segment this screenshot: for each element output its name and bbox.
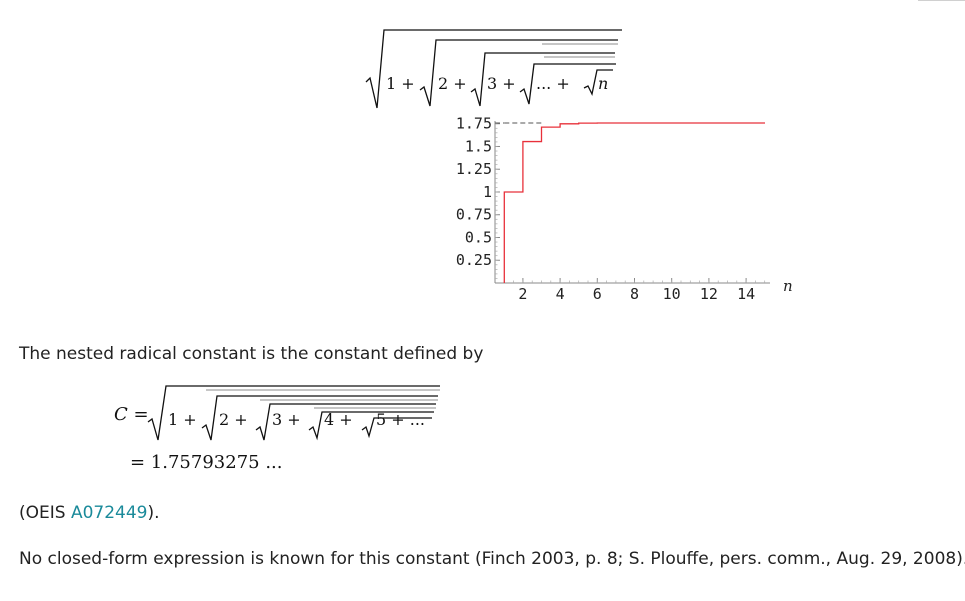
y-tick-label: 1.25 xyxy=(456,160,492,178)
def-radical-2 xyxy=(201,395,438,441)
x-tick-label: 6 xyxy=(593,285,602,303)
convergence-chart: 0.25 0.5 0.75 1 1.25 1.5 1.75 2 4 6 8 10 12 14 n xyxy=(456,115,793,303)
oeis-suffix: ). xyxy=(147,503,160,523)
top-term-1: 1 + xyxy=(386,74,415,93)
radical-sign-2 xyxy=(419,39,618,107)
closing-paragraph: No closed-form expression is known for t… xyxy=(19,549,965,569)
top-term-5: n xyxy=(598,74,608,93)
def-term-5: 5 + ... xyxy=(376,410,425,429)
data-point xyxy=(671,122,673,124)
y-tick-label: 0.5 xyxy=(465,228,492,246)
x-tick-label: 14 xyxy=(737,285,755,303)
constant-value: = 1.75793275 ... xyxy=(130,452,283,473)
def-term-3: 3 + xyxy=(272,410,301,429)
top-edge-rule xyxy=(918,0,965,1)
y-tick-label: 0.25 xyxy=(456,251,492,269)
data-point xyxy=(541,126,543,128)
oeis-prefix: (OEIS xyxy=(19,503,71,523)
data-point xyxy=(522,141,524,143)
series-step-line xyxy=(503,122,765,283)
data-point xyxy=(764,122,766,124)
top-nested-radical-formula: 1 + 2 + 3 + ... + n xyxy=(365,29,622,109)
radical-sign-1 xyxy=(365,29,622,109)
x-tick-label: 8 xyxy=(630,285,639,303)
data-point xyxy=(634,122,636,124)
y-tick-label: 0.75 xyxy=(456,206,492,224)
def-radical-5 xyxy=(361,417,432,439)
oeis-reference: (OEIS A072449). xyxy=(19,502,160,524)
data-point xyxy=(503,191,505,193)
x-tick-label: 4 xyxy=(556,285,565,303)
data-point xyxy=(615,122,617,124)
top-term-3: 3 + xyxy=(487,74,516,93)
def-radical-1 xyxy=(147,385,440,441)
x-tick-label: 2 xyxy=(518,285,527,303)
radical-sign-3 xyxy=(470,52,615,107)
x-tick-label: 12 xyxy=(700,285,718,303)
data-point xyxy=(652,122,654,124)
definition-formula: C = 1 + 2 + 3 + 4 + 5 + ... xyxy=(114,385,440,441)
data-point xyxy=(689,122,691,124)
data-point xyxy=(559,123,561,125)
y-tick-label: 1.75 xyxy=(456,115,492,133)
x-tick-label: 10 xyxy=(663,285,681,303)
definition-lhs: C = xyxy=(114,404,149,425)
data-point xyxy=(596,122,598,124)
def-term-2: 2 + xyxy=(219,410,248,429)
def-term-1: 1 + xyxy=(168,410,197,429)
def-radical-4 xyxy=(308,411,434,441)
oeis-link[interactable]: A072449 xyxy=(70,503,148,523)
data-point xyxy=(708,122,710,124)
def-term-4: 4 + xyxy=(324,410,353,429)
y-tick-label: 1.5 xyxy=(465,137,492,155)
x-axis-label: n xyxy=(783,277,793,295)
radical-sign-4 xyxy=(519,63,616,105)
def-radical-3 xyxy=(255,403,436,441)
top-term-4: ... + xyxy=(536,74,570,93)
radical-sign-5 xyxy=(583,69,613,96)
top-term-2: 2 + xyxy=(438,74,467,93)
y-tick-label: 1 xyxy=(483,183,492,201)
intro-paragraph: The nested radical constant is the const… xyxy=(19,344,484,364)
data-point xyxy=(745,122,747,124)
data-point xyxy=(727,122,729,124)
data-point xyxy=(578,122,580,124)
